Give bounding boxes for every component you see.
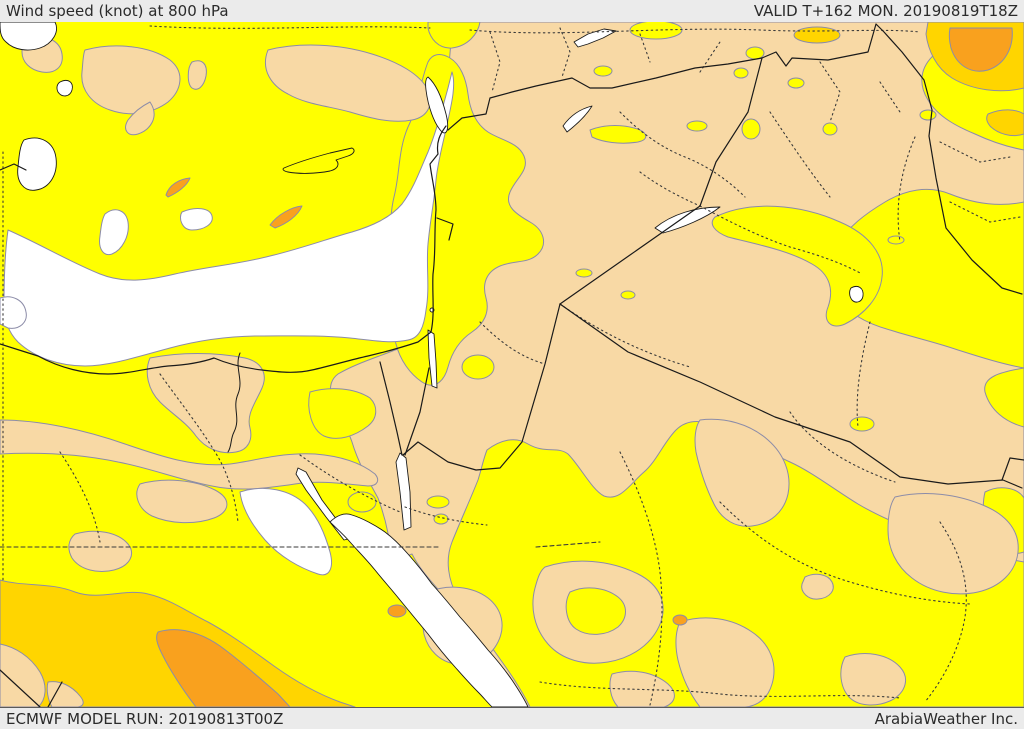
valid-time-label: VALID T+162 MON. 20190819T18Z [753, 2, 1018, 20]
country-borders [0, 23, 1024, 707]
wind-band-tan-patches-anatolia [21, 36, 431, 136]
map-canvas [0, 22, 1024, 707]
footer-bar: ECMWF MODEL RUN: 20190813T00Z ArabiaWeat… [0, 707, 1024, 729]
wind-band-yellow-patches [308, 22, 937, 525]
wind-speed-contour-map [0, 22, 1024, 707]
calm-white-areas [0, 22, 864, 707]
header-bar: Wind speed (knot) at 800 hPa VALID T+162… [0, 0, 1024, 22]
credit-label: ArabiaWeather Inc. [874, 709, 1018, 728]
nile-river-line [227, 352, 241, 453]
wind-band-orange-slivers [165, 177, 688, 626]
model-run-label: ECMWF MODEL RUN: 20190813T00Z [6, 709, 284, 728]
wind-band-gold-orange-northeast [793, 22, 1024, 137]
wind-band-gold-orange-southwest [0, 579, 356, 707]
wind-band-tan-patches-egypt [0, 353, 379, 572]
cyprus-island [282, 147, 355, 174]
map-title: Wind speed (knot) at 800 hPa [6, 2, 229, 20]
admin-dotted-boundaries [0, 25, 1021, 706]
